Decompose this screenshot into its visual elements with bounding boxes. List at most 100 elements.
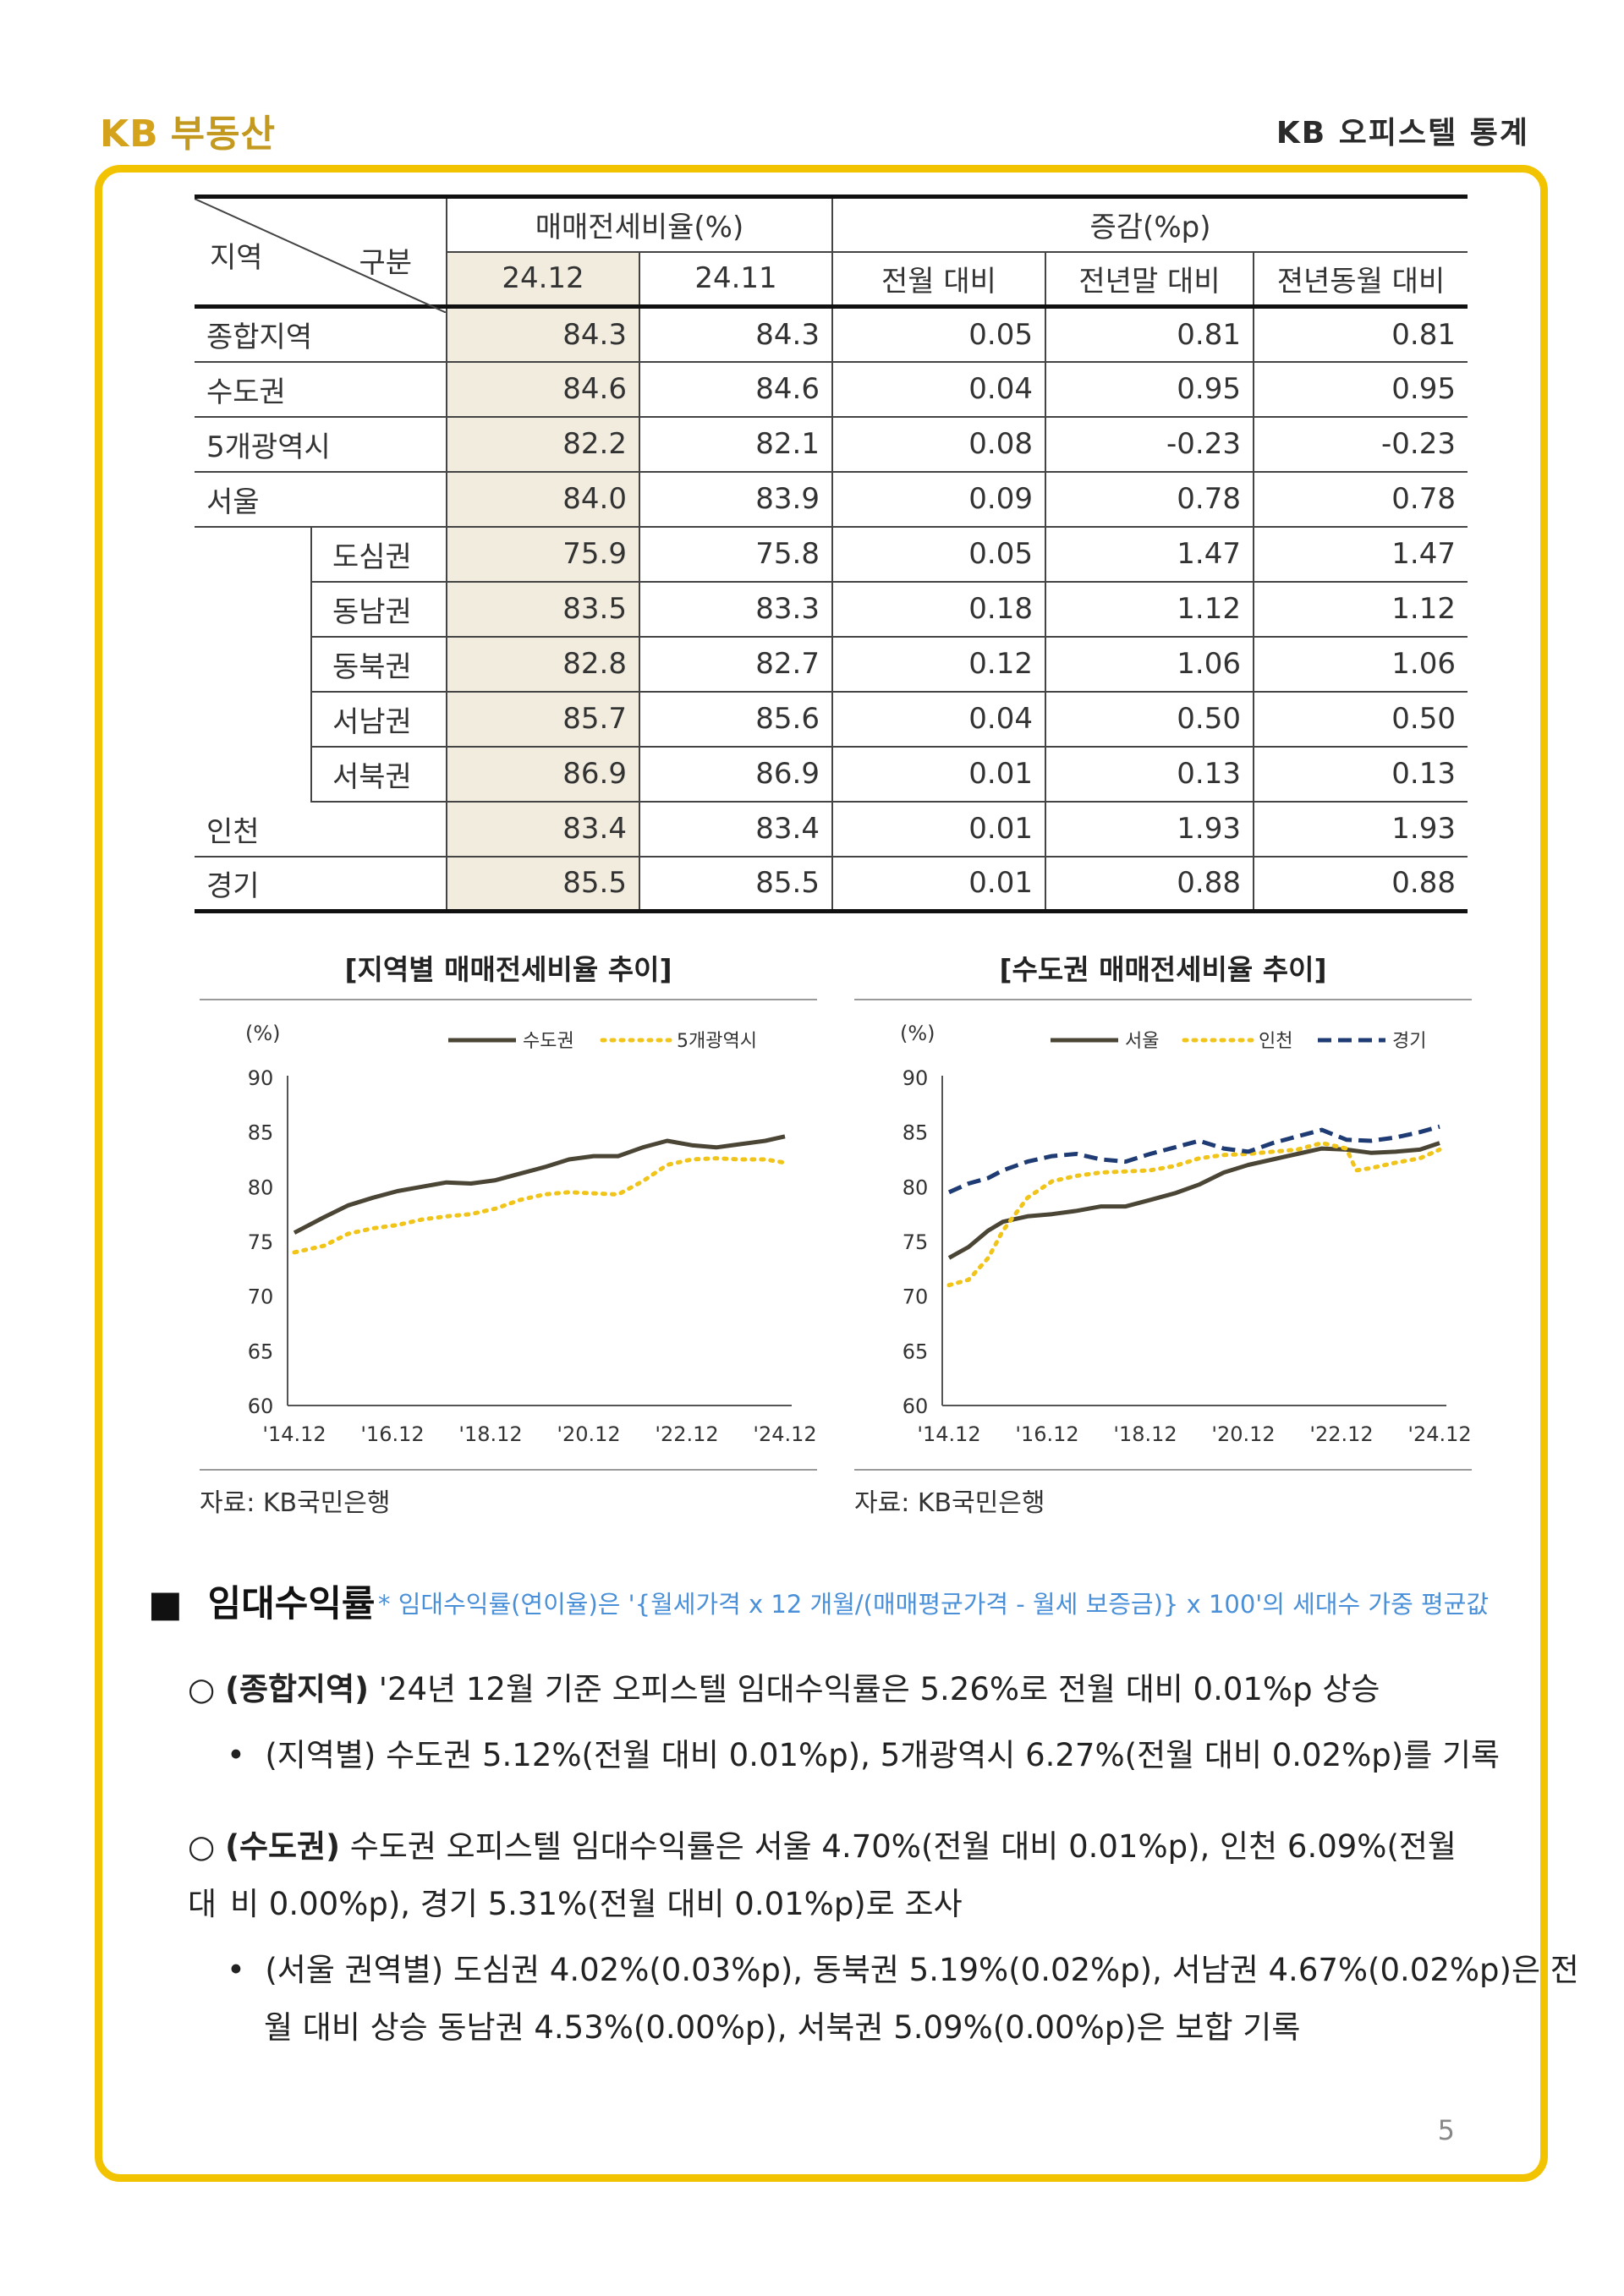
- x-tick-label: '16.12: [360, 1422, 424, 1446]
- bullet-marker: •: [227, 1952, 245, 1988]
- table-cell: 0.05: [831, 306, 1045, 363]
- content-frame: [95, 165, 1548, 2182]
- table-cell: 0.50: [1253, 691, 1468, 748]
- ratio-table: 지역 구분 매매전세비율(%) 증감(%p) 24.12 24.11 전월 대비…: [195, 195, 1468, 913]
- y-tick-label: 85: [248, 1121, 274, 1145]
- paragraph-overall-text: '24년 12월 기준 오피스텔 임대수익률은 5.26%로 전월 대비 0.0…: [369, 1671, 1380, 1707]
- corner-diagonal: [195, 199, 447, 313]
- table-cell: 0.95: [1045, 361, 1254, 418]
- table-cell: 82.8: [446, 636, 639, 693]
- bullet-seoul-areas: • (서울 권역별) 도심권 4.02%(0.03%p), 동북권 5.19%(…: [227, 1942, 1579, 1999]
- doc-title: KB 오피스텔 통계: [1276, 116, 1529, 151]
- x-tick-label: '14.12: [262, 1422, 326, 1446]
- row-indent-cell: [195, 527, 311, 582]
- y-tick-label: 90: [248, 1066, 274, 1090]
- left-chart-top-rule: [200, 999, 817, 1000]
- table-cell: 0.81: [1045, 306, 1254, 363]
- table-cell: 0.08: [831, 416, 1045, 473]
- bullet-seoul-areas-continued: 월 대비 상승 동남권 4.53%(0.00%p), 서북권 5.09%(0.0…: [264, 2009, 1301, 2046]
- legend-label: 인천: [1259, 1031, 1292, 1052]
- table-cell: 0.09: [831, 471, 1045, 528]
- x-tick-label: '24.12: [1407, 1422, 1471, 1446]
- col-header: 전년말 대비: [1045, 251, 1254, 309]
- section-footnote: * 임대수익률(연이율)은 '{월세가격 x 12 개월/(매매평균가격 - 월…: [378, 1590, 1490, 1619]
- y-tick-label: 70: [903, 1285, 929, 1309]
- x-tick-label: '22.12: [1309, 1422, 1373, 1446]
- y-tick-label: 80: [248, 1175, 274, 1199]
- row-subregion-label: 동남권: [310, 581, 447, 638]
- y-tick-label: 65: [903, 1340, 929, 1363]
- row-region-label: 종합지역: [195, 306, 447, 363]
- table-cell: 83.4: [446, 801, 639, 858]
- legend-label: 경기: [1392, 1031, 1426, 1052]
- y-unit-label: (%): [245, 1022, 281, 1045]
- y-unit-label: (%): [900, 1022, 935, 1045]
- logo-kb: KB: [100, 112, 159, 156]
- left-line-chart: (%) 90 85 80 75 70 65 60 '14.12 '16.12 '18.12 '20.1…: [245, 1022, 817, 1446]
- col-header: 젼년동월 대비: [1253, 251, 1468, 309]
- series-line: [292, 1156, 787, 1255]
- table-cell: 85.6: [639, 691, 832, 748]
- paragraph-capital-label: (수도권): [225, 1828, 341, 1865]
- x-tick-label: '18.12: [1113, 1422, 1177, 1446]
- table-row: 도심권 75.9 75.8 0.05 1.47 1.47: [195, 526, 1468, 583]
- table-cell: 0.12: [831, 636, 1045, 693]
- table-cell: 0.88: [1253, 856, 1468, 913]
- series-line: [946, 1141, 1442, 1288]
- table-cell: 0.78: [1045, 471, 1254, 528]
- table-cell: 0.01: [831, 801, 1045, 858]
- corner-region-label: 지역: [210, 241, 263, 275]
- table-corner-cell: 지역 구분: [195, 195, 447, 313]
- table-cell: 1.47: [1045, 526, 1254, 583]
- table-row: 종합지역 84.3 84.3 0.05 0.81 0.81: [195, 306, 1468, 363]
- table-cell: 1.06: [1045, 636, 1254, 693]
- page-number: 5: [1437, 2114, 1455, 2146]
- table-cell: 82.2: [446, 416, 639, 473]
- table-cell: 75.8: [639, 526, 832, 583]
- table-cell: 84.6: [446, 361, 639, 418]
- y-tick-label: 65: [248, 1340, 274, 1363]
- y-tick-label: 60: [248, 1395, 274, 1418]
- left-chart-bottom-rule: [200, 1469, 817, 1471]
- col-header: 24.11: [639, 251, 832, 309]
- table-cell: 0.18: [831, 581, 1045, 638]
- table-cell: 84.6: [639, 361, 832, 418]
- row-region-label: 5개광역시: [195, 416, 447, 473]
- table-cell: 1.93: [1045, 801, 1254, 858]
- right-chart-source: 자료: KB국민은행: [854, 1488, 1045, 1518]
- y-tick-label: 90: [903, 1066, 929, 1090]
- kb-logo: KB 부동산: [100, 103, 276, 157]
- table-cell: 0.88: [1045, 856, 1254, 913]
- table-cell: 83.9: [639, 471, 832, 528]
- table-cell: 0.13: [1045, 746, 1254, 803]
- table-cell: 82.1: [639, 416, 832, 473]
- row-subregion-label: 서북권: [310, 746, 447, 803]
- table-cell: 0.13: [1253, 746, 1468, 803]
- table-row: 서울 84.0 83.9 0.09 0.78 0.78: [195, 471, 1468, 528]
- header-group-ratio: 매매전세비율(%): [446, 195, 832, 253]
- logo-name: 부동산: [170, 112, 277, 156]
- row-region-label: 인천: [195, 801, 447, 858]
- bullet-by-region: • (지역별) 수도권 5.12%(전월 대비 0.01%p), 5개광역시 6…: [227, 1727, 1500, 1784]
- x-tick-label: '18.12: [458, 1422, 522, 1446]
- row-indent-cell: [195, 747, 311, 802]
- x-tick-label: '16.12: [1015, 1422, 1078, 1446]
- bullet-marker: •: [227, 1737, 245, 1773]
- table-cell: 84.0: [446, 471, 639, 528]
- corner-category-label: 구분: [359, 246, 412, 280]
- y-tick-label: 70: [248, 1285, 274, 1309]
- table-row: 동남권 83.5 83.3 0.18 1.12 1.12: [195, 581, 1468, 638]
- bullet-by-region-text: (지역별) 수도권 5.12%(전월 대비 0.01%p), 5개광역시 6.2…: [265, 1737, 1501, 1773]
- left-chart-title: [지역별 매매전세비율 추이]: [344, 953, 672, 986]
- row-indent-cell: [195, 637, 311, 692]
- col-header: 전월 대비: [831, 251, 1045, 309]
- right-line-chart: (%) 90 85 80 75 70 65 60 '14.12 '16.12 '18.12 '20.1…: [900, 1022, 1472, 1446]
- bullet-seoul-areas-text-1: (서울 권역별) 도심권 4.02%(0.03%p), 동북권 5.19%(0.…: [265, 1952, 1579, 1988]
- table-cell: 1.12: [1045, 581, 1254, 638]
- row-indent-cell: [195, 582, 311, 637]
- legend-label: 수도권: [523, 1031, 574, 1052]
- paragraph-capital-text-1: 수도권 오피스텔 임대수익률은 서울 4.70%(전월 대비 0.01%p), …: [188, 1828, 1457, 1922]
- x-tick-label: '22.12: [655, 1422, 718, 1446]
- table-cell: 0.78: [1253, 471, 1468, 528]
- table-cell: 75.9: [446, 526, 639, 583]
